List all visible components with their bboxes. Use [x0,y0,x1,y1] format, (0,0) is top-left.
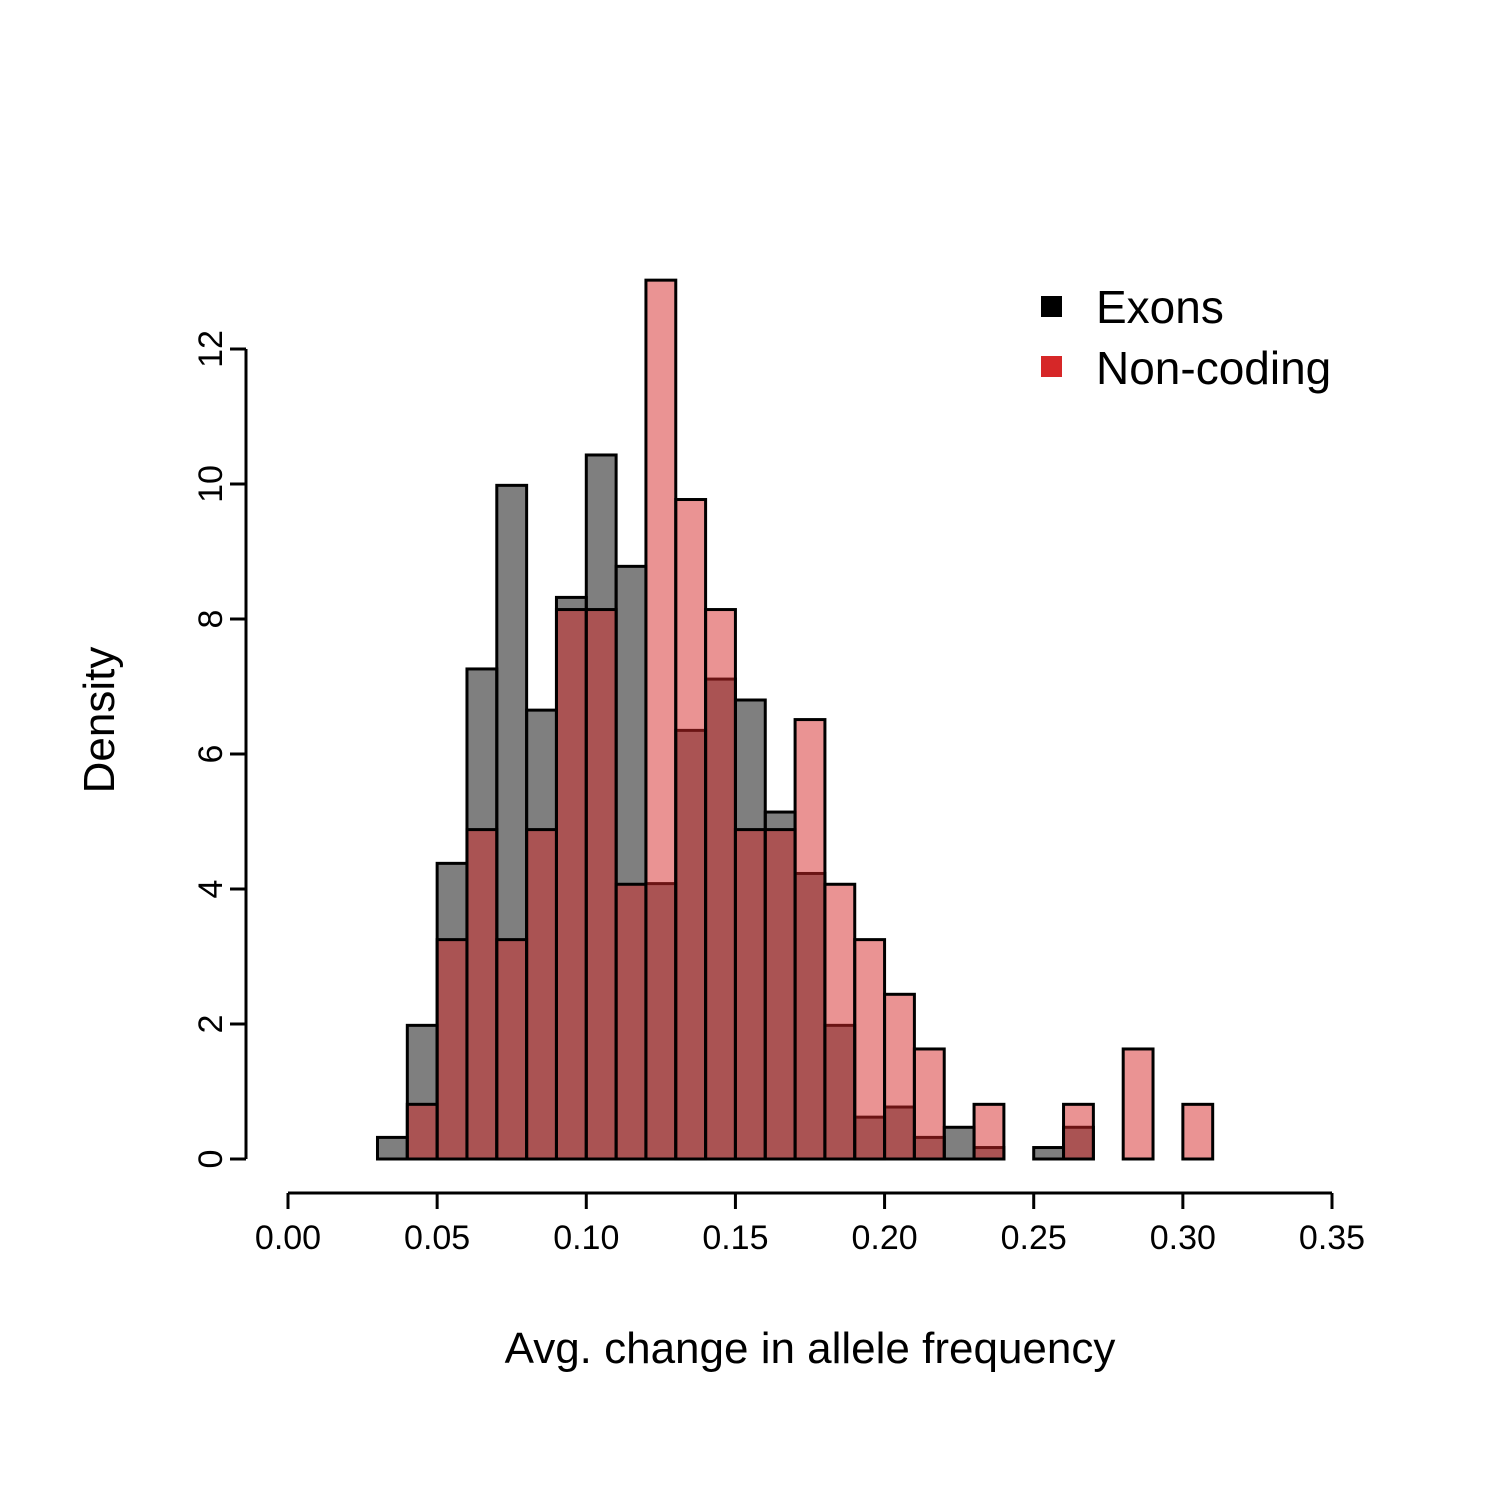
x-tick-label: 0.15 [702,1219,768,1257]
x-tick-label: 0.05 [404,1219,470,1257]
y-tick-label: 10 [192,465,230,503]
y-tick-label: 12 [192,330,230,368]
x-axis: 0.00 0.05 0.10 0.15 0.20 0.25 0.30 0.35 [255,1191,1365,1257]
noncoding-bar [853,938,887,1161]
legend: Exons Non-coding [1041,281,1331,394]
noncoding-bar [823,882,857,1161]
x-tick-label: 0.30 [1150,1219,1216,1257]
noncoding-bar [435,938,469,1161]
x-axis-title: Avg. change in allele frequency [505,1324,1116,1373]
noncoding-bar [644,278,678,1161]
noncoding-bar [972,1102,1006,1161]
x-tick-label: 0.20 [851,1219,917,1257]
noncoding-bar [1121,1047,1155,1161]
noncoding-bar [704,608,737,1161]
legend-swatch-exons [1041,296,1062,317]
y-tick-label: 0 [192,1150,230,1169]
exons-bar [1032,1146,1066,1161]
exons-bar [375,1135,409,1161]
y-tick-label: 2 [192,1015,230,1034]
noncoding-bar [554,608,588,1161]
x-tick-label: 0.25 [1001,1219,1067,1257]
noncoding-bar [883,992,916,1161]
y-axis-title: Density [75,647,124,794]
y-tick-label: 6 [192,745,230,764]
noncoding-bar [584,608,618,1161]
y-axis: 0 2 4 6 8 10 12 [192,330,248,1169]
y-tick-label: 4 [192,880,230,899]
x-tick-label: 0.10 [553,1219,619,1257]
legend-swatch-noncoding [1041,356,1062,377]
noncoding-bar [1062,1102,1095,1161]
noncoding-bar [733,828,767,1161]
noncoding-bar [465,828,499,1161]
noncoding-bar [793,718,827,1161]
noncoding-bars [405,278,1215,1161]
y-tick-label: 8 [192,610,230,629]
exons-bar [942,1125,976,1161]
legend-label-exons: Exons [1096,281,1224,333]
noncoding-bar [495,938,529,1161]
noncoding-bar [674,498,708,1161]
noncoding-bar [763,828,797,1161]
noncoding-bar [1181,1102,1215,1161]
legend-label-noncoding: Non-coding [1096,342,1331,394]
noncoding-bar [405,1102,439,1161]
noncoding-bar [525,828,558,1161]
noncoding-bar [614,882,648,1161]
noncoding-bar [912,1047,946,1161]
x-tick-label: 0.35 [1299,1219,1365,1257]
x-tick-label: 0.00 [255,1219,321,1257]
